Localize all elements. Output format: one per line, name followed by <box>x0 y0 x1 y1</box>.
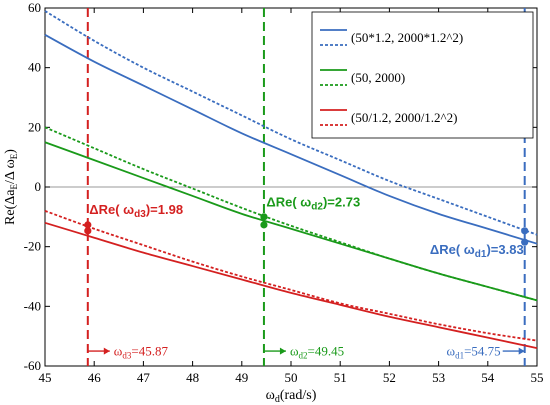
x-axis-label: ωd(rad/s) <box>266 388 317 405</box>
omega-arrow-head <box>518 347 525 355</box>
x-tick-label: 51 <box>334 370 347 385</box>
y-tick-label: 60 <box>28 0 41 15</box>
y-tick-label: 20 <box>28 119 41 134</box>
omega-arrow-head <box>279 347 286 355</box>
legend-label: (50/1.2, 2000/1.2^2) <box>351 110 457 125</box>
x-tick-label: 49 <box>235 370 248 385</box>
x-tick-label: 55 <box>531 370 544 385</box>
omega-label-group: ωd1=54.75 <box>447 344 525 361</box>
data-point-marker <box>84 221 92 229</box>
series-line-dotted <box>44 10 538 236</box>
series-line-solid <box>44 221 538 349</box>
data-point-marker <box>260 213 268 221</box>
omega-label-group: ωd3=45.87 <box>87 344 169 361</box>
series-line-dotted <box>44 126 538 302</box>
data-point-marker <box>521 238 529 246</box>
x-tick-label: 46 <box>88 370 102 385</box>
data-point-marker <box>260 221 268 229</box>
data-point-marker <box>521 227 529 235</box>
delta-annotation: ΔRe( ωd3)=1.98 <box>89 202 183 220</box>
delta-annotation: ΔRe( ωd1)=3.83 <box>430 242 524 260</box>
y-tick-label: 40 <box>28 60 41 75</box>
x-tick-label: 53 <box>432 370 445 385</box>
x-tick-label: 45 <box>39 370 52 385</box>
legend-label: (50*1.2, 2000*1.2^2) <box>351 30 463 45</box>
y-axis-label: Re(ΔaE/Δ ωE) <box>3 149 19 225</box>
series-line-solid <box>44 34 538 245</box>
y-tick-label: -60 <box>24 358 41 373</box>
omega-value-label: ωd1=54.75 <box>447 344 501 361</box>
x-tick-label: 52 <box>383 370 396 385</box>
legend-label: (50, 2000) <box>351 70 405 85</box>
legend-box <box>311 11 534 139</box>
x-tick-label: 50 <box>285 370 298 385</box>
y-tick-label: 0 <box>35 179 42 194</box>
delta-annotation: ΔRe( ωd2)=2.73 <box>266 194 360 212</box>
x-tick-label: 54 <box>481 370 495 385</box>
omega-value-label: ωd2=49.45 <box>290 344 344 361</box>
omega-value-label: ωd3=45.87 <box>114 344 169 361</box>
omega-arrow-head <box>103 347 110 355</box>
omega-label-group: ωd2=49.45 <box>263 344 344 361</box>
x-tick-label: 47 <box>137 370 151 385</box>
y-tick-label: -40 <box>24 298 41 313</box>
x-tick-label: 48 <box>186 370 199 385</box>
data-point-marker <box>84 227 92 235</box>
y-tick-label: -20 <box>24 239 41 254</box>
